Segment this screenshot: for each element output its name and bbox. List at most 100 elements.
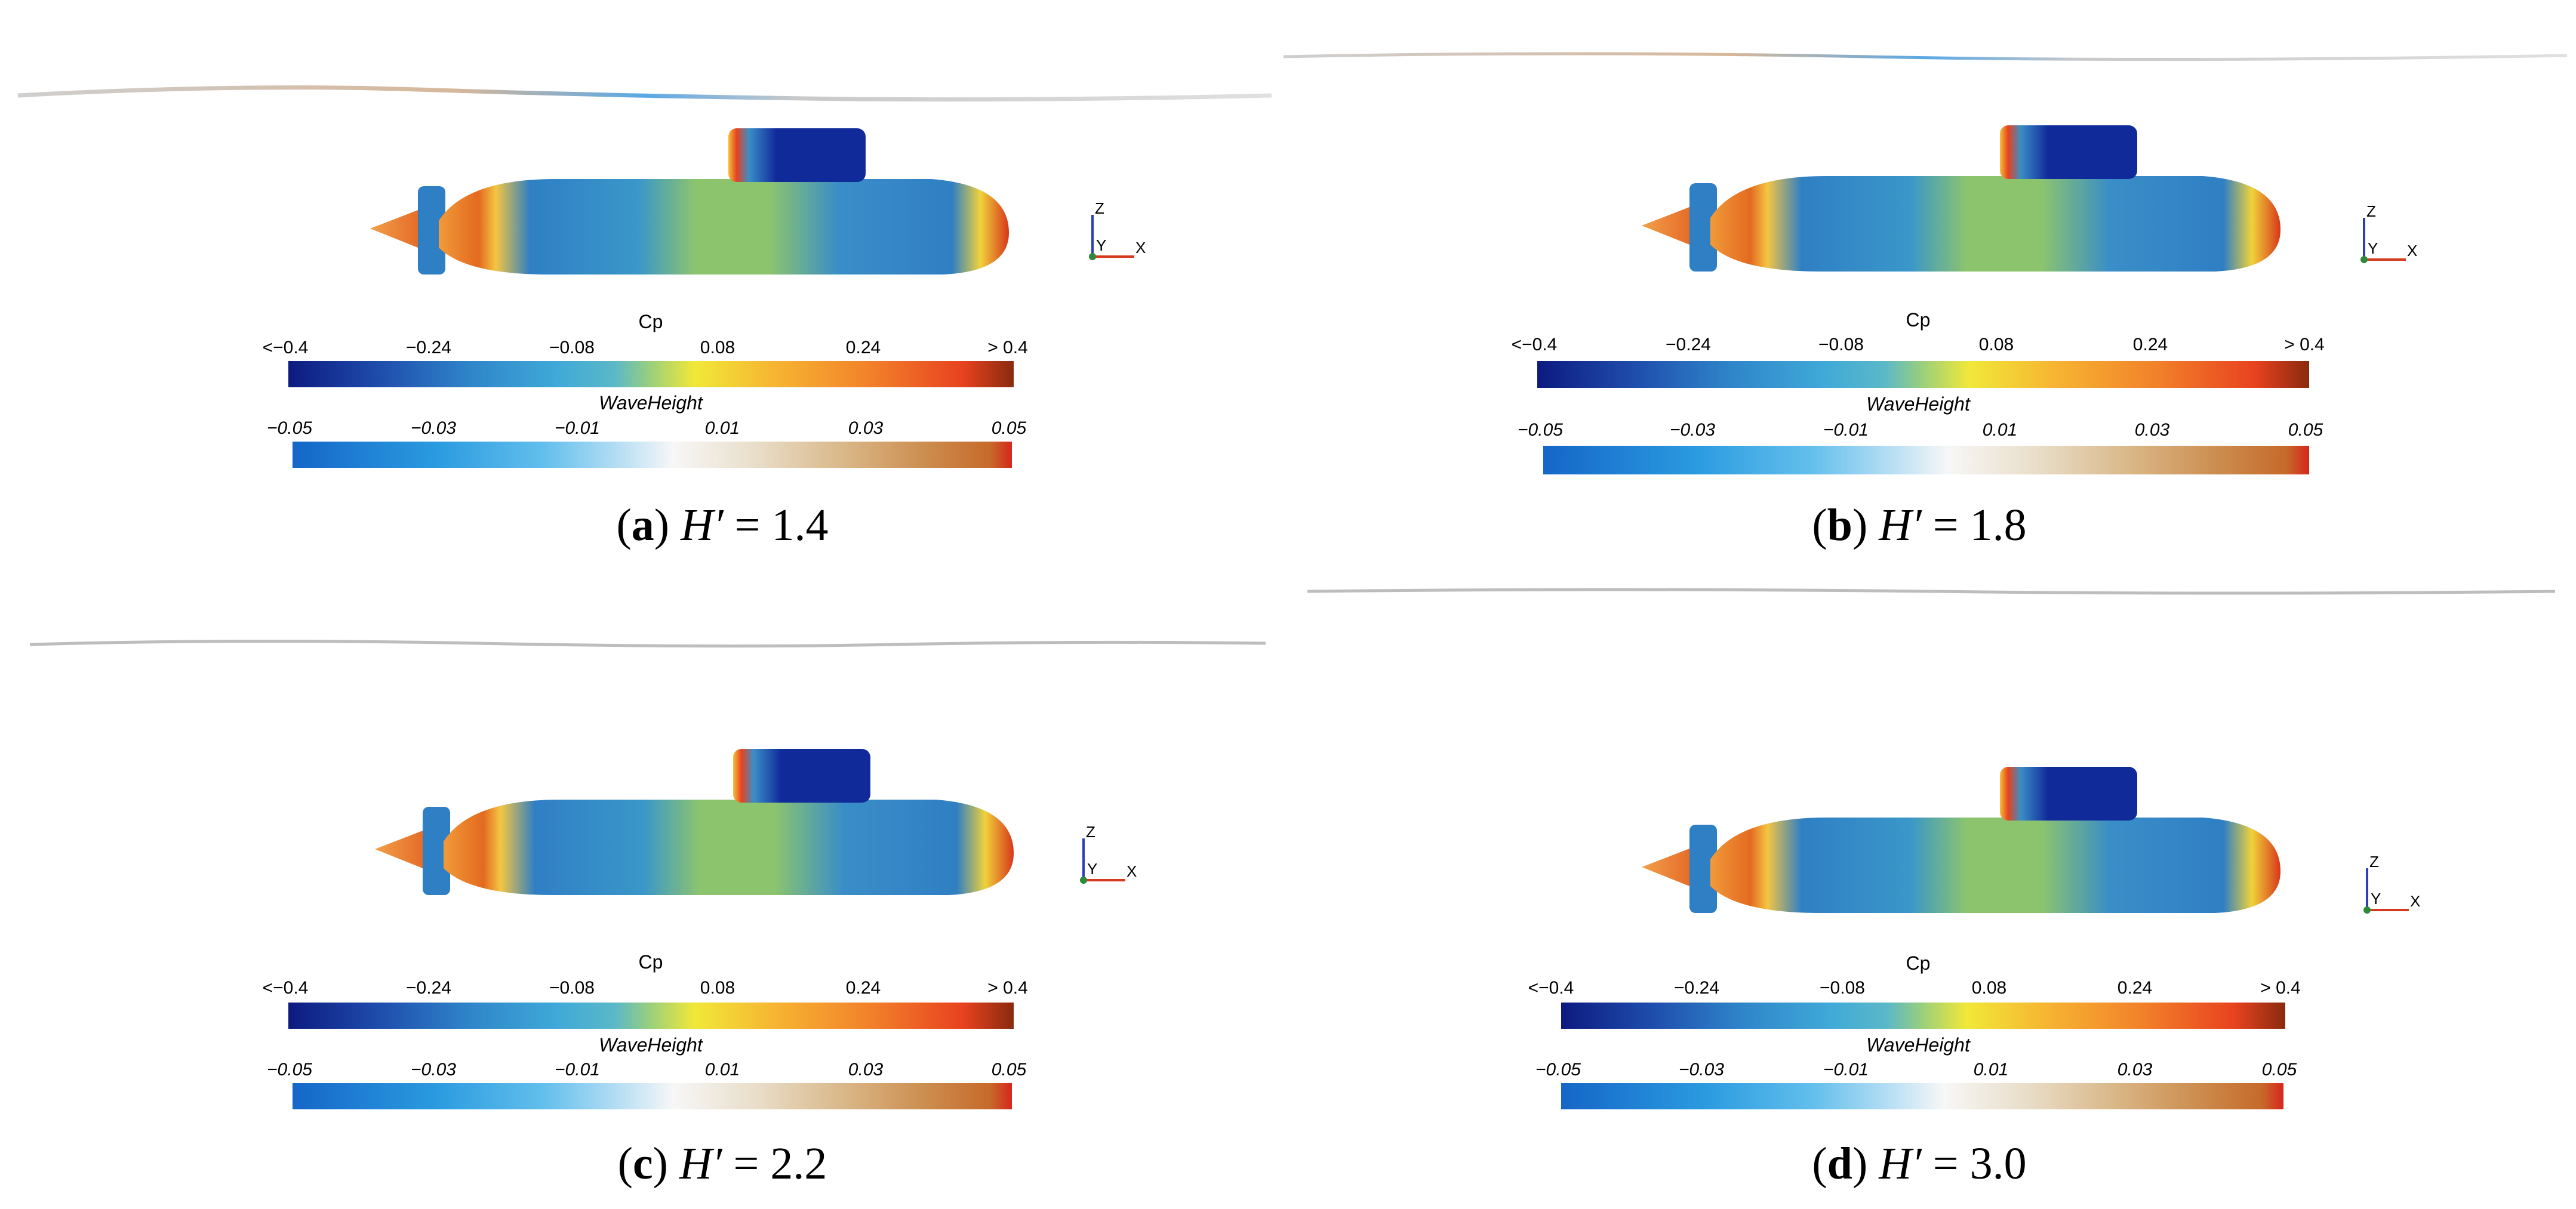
- wave-tick-3: −0.01: [555, 418, 600, 438]
- cp-legend-title: Cp: [639, 951, 663, 973]
- axis-label-x: X: [1135, 239, 1146, 257]
- cp-tick-6: > 0.4: [2284, 335, 2325, 354]
- axis-triad: Z Y X: [2360, 202, 2417, 263]
- cp-legend: Cp <−0.4 −0.24 −0.08 0.08 0.24 > 0.4: [263, 311, 1028, 387]
- cp-tick-1: <−0.4: [1528, 978, 1574, 998]
- cp-tick-1: <−0.4: [263, 978, 309, 998]
- submarine-tail-fin: [418, 186, 445, 275]
- panel-d: Z Y X Cp <−0.4 −0.24 −0.08 0.08 0.24 > 0…: [1528, 767, 2420, 1189]
- wave-tick-5: 0.03: [2118, 1060, 2153, 1080]
- submarine-tail-fin: [423, 807, 450, 895]
- wave-tick-1: −0.05: [267, 418, 312, 438]
- wave-tick-2: −0.03: [1679, 1060, 1724, 1080]
- wave-tick-6: 0.05: [992, 1060, 1027, 1080]
- wave-tick-4: 0.01: [1974, 1060, 2008, 1080]
- wave-tick-3: −0.01: [555, 1060, 600, 1080]
- axis-label-x: X: [1127, 862, 1137, 880]
- cp-legend-title: Cp: [1906, 309, 1931, 331]
- cp-legend: Cp <−0.4 −0.24 −0.08 0.08 0.24 > 0.4: [1512, 309, 2325, 388]
- water-surface: [29, 639, 1266, 648]
- wave-tick-1: −0.05: [1518, 420, 1563, 440]
- submarine-tail-fin: [1689, 183, 1717, 272]
- cp-legend-title: Cp: [639, 311, 663, 332]
- submarine-hull: [1710, 176, 2280, 272]
- axis-triad: Z Y X: [1080, 823, 1137, 884]
- cp-tick-4: 0.08: [700, 338, 735, 357]
- axis-triad: Z Y X: [2363, 853, 2420, 914]
- cp-tick-4: 0.08: [1972, 978, 2006, 998]
- cp-tick-3: −0.08: [549, 338, 595, 357]
- wave-tick-2: −0.03: [411, 418, 456, 438]
- cp-legend: Cp <−0.4 −0.24 −0.08 0.08 0.24 > 0.4: [263, 951, 1028, 1029]
- cp-tick-3: −0.08: [1818, 335, 1864, 354]
- cp-tick-5: 0.24: [2118, 978, 2152, 998]
- submarine-sail: [728, 128, 866, 182]
- cp-tick-2: −0.24: [1674, 978, 1719, 998]
- axis-label-z: Z: [1095, 199, 1104, 217]
- cp-tick-2: −0.24: [406, 338, 451, 357]
- panel-caption: (b) H′ = 1.8: [1812, 500, 2026, 550]
- axis-label-y: Y: [2371, 890, 2381, 908]
- wave-tick-1: −0.05: [1535, 1060, 1581, 1080]
- wave-tick-3: −0.01: [1823, 1060, 1869, 1080]
- water-surface-lower: [1307, 588, 2556, 595]
- wave-colorbar: [293, 442, 1012, 468]
- axis-label-y: Y: [1096, 236, 1106, 254]
- wave-tick-5: 0.03: [2135, 420, 2170, 440]
- wave-legend-title: WaveHeight: [599, 1034, 703, 1056]
- wave-colorbar: [293, 1083, 1012, 1109]
- submarine: [1642, 125, 2280, 272]
- wave-tick-4: 0.01: [705, 418, 740, 438]
- axis-label-z: Z: [1086, 823, 1095, 841]
- submarine-sail: [733, 749, 870, 803]
- wave-tick-2: −0.03: [1670, 420, 1715, 440]
- submarine: [375, 749, 1014, 895]
- cp-tick-6: > 0.4: [987, 338, 1028, 357]
- water-surface: [1283, 52, 2568, 61]
- wave-tick-6: 0.05: [2262, 1060, 2297, 1080]
- wave-tick-1: −0.05: [267, 1060, 312, 1080]
- submarine-sail: [2000, 125, 2137, 179]
- water-surface: [17, 85, 1272, 102]
- cp-tick-3: −0.08: [1820, 978, 1865, 998]
- wave-colorbar: [1561, 1083, 2283, 1109]
- cp-tick-6: > 0.4: [987, 978, 1028, 998]
- wave-tick-6: 0.05: [2288, 420, 2323, 440]
- wave-legend: WaveHeight −0.05 −0.03 −0.01 0.01 0.03 0…: [1535, 1034, 2297, 1109]
- cp-colorbar: [288, 361, 1014, 387]
- axis-triad: Z Y X: [1089, 199, 1146, 260]
- cp-tick-5: 0.24: [2133, 335, 2168, 354]
- cp-tick-1: <−0.4: [263, 338, 309, 357]
- cp-colorbar: [1561, 1003, 2285, 1029]
- cp-legend: Cp <−0.4 −0.24 −0.08 0.08 0.24 > 0.4: [1528, 952, 2301, 1029]
- panel-b: Z Y X Cp <−0.4 −0.24 −0.08 0.08 0.24 > 0…: [1283, 52, 2568, 595]
- cp-colorbar: [1537, 361, 2309, 388]
- axis-label-y: Y: [1087, 860, 1097, 878]
- axis-label-z: Z: [2366, 202, 2376, 220]
- wave-tick-2: −0.03: [411, 1060, 456, 1080]
- wave-tick-5: 0.03: [848, 1060, 884, 1080]
- panel-caption: (a) H′ = 1.4: [616, 500, 828, 550]
- wave-tick-5: 0.03: [848, 418, 884, 438]
- wave-tick-4: 0.01: [705, 1060, 740, 1080]
- panel-c: Z Y X Cp <−0.4 −0.24 −0.08 0.08 0.24 > 0…: [29, 639, 1266, 1189]
- submarine: [370, 128, 1009, 275]
- axis-label-y: Y: [2368, 239, 2378, 257]
- cp-tick-4: 0.08: [1979, 335, 2014, 354]
- wave-legend-title: WaveHeight: [599, 392, 703, 414]
- panel-caption: (c) H′ = 2.2: [618, 1139, 827, 1189]
- wave-colorbar: [1543, 446, 2309, 474]
- wave-tick-6: 0.05: [992, 418, 1027, 438]
- cp-tick-2: −0.24: [1666, 335, 1711, 354]
- cp-tick-4: 0.08: [700, 978, 735, 998]
- submarine: [1642, 767, 2280, 913]
- axis-label-z: Z: [2369, 853, 2379, 871]
- axis-label-x: X: [2407, 242, 2417, 260]
- wave-tick-3: −0.01: [1823, 420, 1869, 440]
- submarine-sail: [2000, 767, 2137, 821]
- panel-a: Z Y X Cp <−0.4 −0.24 −0.08 0.08 0.24 > 0…: [17, 85, 1272, 550]
- cp-tick-2: −0.24: [406, 978, 451, 998]
- cp-tick-6: > 0.4: [2260, 978, 2301, 998]
- submarine-tail-fin: [1689, 825, 1717, 913]
- wave-legend-title: WaveHeight: [1866, 1034, 1971, 1056]
